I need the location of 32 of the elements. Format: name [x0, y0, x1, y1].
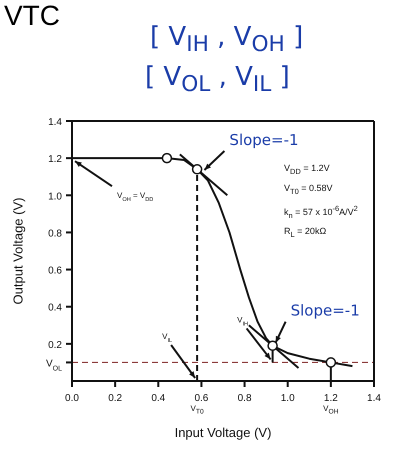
text: [ V$_{OL}$ , V$_{IL}$ ] [145, 62, 290, 98]
y-tick-label: 1.0 [48, 191, 62, 202]
y-tick-label: 1.2 [48, 154, 62, 166]
x-tick-label: 0.8 [238, 393, 252, 404]
y-axis-title: Output Voltage (V) [10, 198, 26, 304]
annotation: V$_{T0}$ = 0.58V [284, 182, 333, 196]
annotation: V$_{OH}$ = V$_{DD}$ [117, 191, 154, 204]
y-tick-label: 0.6 [48, 266, 62, 277]
x-tick-label: 0.2 [108, 393, 123, 404]
annotation: k$_{n}$ = 57 x 10$^{-6}$A/V$^{2}$ [284, 204, 358, 220]
x-tick-label: 0.4 [151, 393, 166, 404]
text: V$_{OH}$ [323, 404, 338, 416]
x-tick-label: 1.4 [367, 393, 382, 404]
x-tick-label: 1.0 [280, 393, 296, 404]
annotation: Slope=-1 [290, 302, 360, 320]
x-tick-label: 0.0 [65, 393, 80, 404]
text: V$_{T0}$ [190, 404, 204, 416]
x-tick-label: 0.6 [194, 393, 209, 404]
annotation: Slope=-1 [229, 131, 299, 149]
y-tick-label: 0.2 [48, 340, 62, 351]
y-tick-label: 1.4 [48, 117, 62, 128]
annotation: V$_{IL}$ [162, 332, 172, 344]
chart-title: VTC [4, 0, 60, 32]
annotation: V$_{IH}$ [237, 315, 248, 328]
y-tick-label: 0.4 [48, 302, 62, 314]
text: [ V$_{IH}$ , V$_{OH}$ ] [150, 22, 304, 58]
annotation: V$_{DD}$ = 1.2V [284, 163, 330, 176]
x-axis-title: Input Voltage (V) [174, 425, 272, 440]
x-tick-label: 1.2 [324, 393, 338, 404]
y-tick-label: 0.8 [48, 228, 62, 240]
annotation: R$_{L}$ = 20kΩ [284, 226, 326, 240]
y-tick-label: V$_{OL}$ [46, 358, 62, 372]
